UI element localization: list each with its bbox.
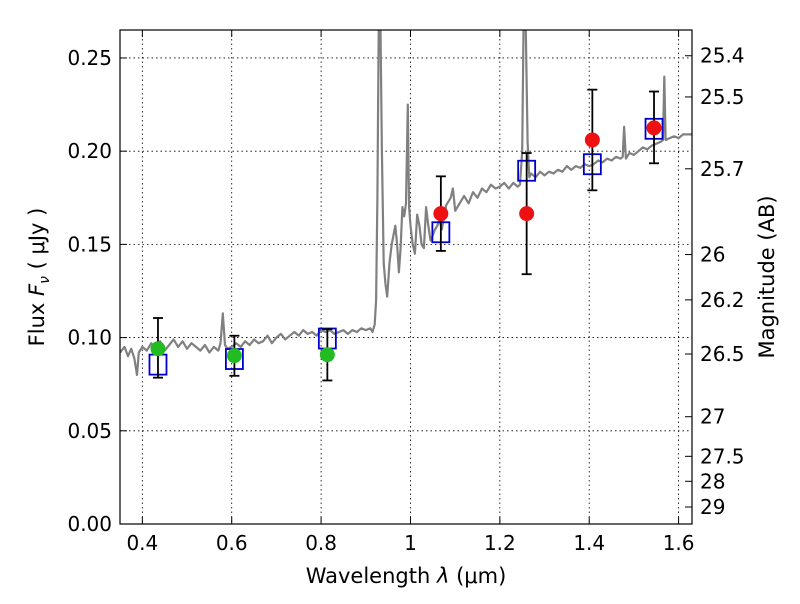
optical-point	[150, 341, 166, 357]
optical-point	[226, 348, 242, 364]
y2-tick-label: 26.2	[700, 288, 745, 312]
nir-point	[646, 120, 662, 136]
y-tick-label: 0.15	[67, 232, 112, 256]
y2-tick-label: 27	[700, 405, 725, 429]
plot-frame	[119, 29, 693, 525]
y2-tick-label: 28	[700, 469, 725, 493]
x-tick-label: 0.4	[126, 531, 158, 555]
y2-tick-label: 25.5	[700, 85, 745, 109]
y2-tick-label: 25.7	[700, 157, 745, 181]
x-tick-label: 1	[404, 531, 417, 555]
x-tick-label: 0.6	[216, 531, 248, 555]
nir-point	[519, 206, 535, 222]
x-axis-label: Wavelength λ (μm)	[306, 564, 507, 588]
x-tick-label: 0.8	[305, 531, 337, 555]
y-tick-label: 0.00	[67, 512, 112, 536]
y2-tick-label: 26.5	[700, 342, 745, 366]
y2-tick-label: 27.5	[700, 444, 745, 468]
x-tick-label: 1.2	[484, 531, 516, 555]
plot-area	[120, 30, 692, 524]
nir-point	[584, 132, 600, 148]
y-tick-label: 0.20	[67, 139, 112, 163]
y2-axis-label: Magnitude (AB)	[755, 195, 779, 358]
x-tick-label: 1.6	[663, 531, 695, 555]
marks	[148, 88, 664, 382]
y2-tick-label: 25.4	[700, 44, 745, 68]
y-tick-label: 0.25	[67, 46, 112, 70]
ticks: 0.4 0.6 0.8 1 1.2 1.4 1.6 0.00 0.05 0.10 0.15 0.20 0…	[67, 30, 745, 555]
y2-tick-label: 29	[700, 495, 725, 519]
y-axis-label: Flux Fν ( μJy )	[25, 208, 53, 347]
optical-point	[319, 347, 335, 363]
x-tick-label: 1.4	[573, 531, 605, 555]
y-tick-label: 0.10	[67, 326, 112, 350]
y2-tick-label: 26	[700, 243, 725, 267]
spectrum-line	[120, 30, 692, 376]
nir-point	[433, 206, 449, 222]
y-tick-label: 0.05	[67, 419, 112, 443]
